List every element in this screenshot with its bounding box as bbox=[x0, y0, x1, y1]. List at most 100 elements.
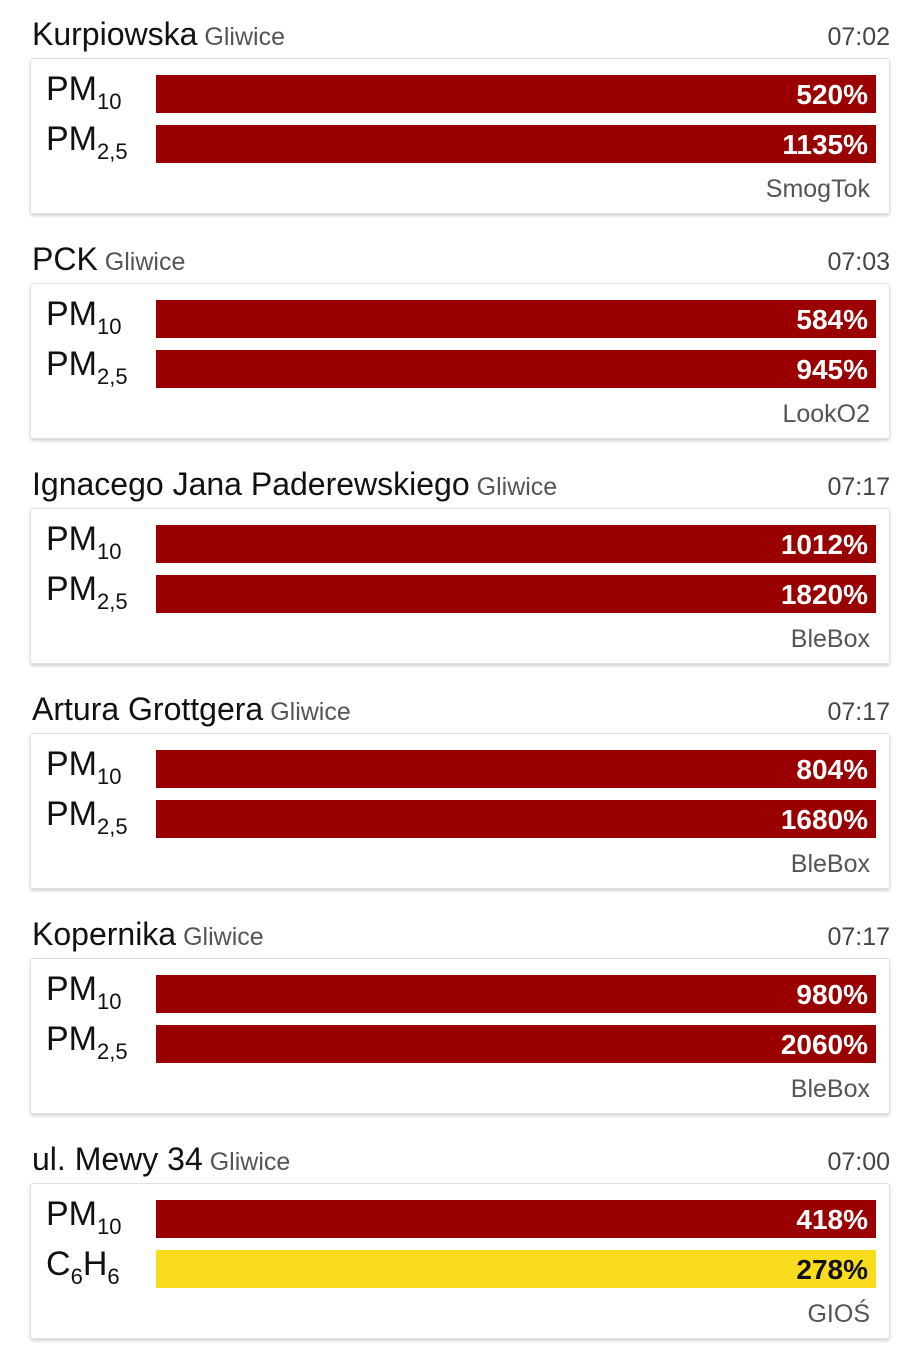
station-name-text: Kopernika bbox=[32, 916, 177, 952]
pollutant-subscript: 2,5 bbox=[97, 139, 128, 164]
station-card-kurpiowska[interactable]: Kurpiowska Gliwice 07:02 PM10 520% PM2,5 … bbox=[0, 0, 920, 225]
station-city: Gliwice bbox=[476, 473, 558, 501]
station-header: Artura Grottgera Gliwice 07:17 bbox=[32, 689, 890, 729]
reading-row: PM10 520% bbox=[31, 70, 889, 113]
reading-row: PM10 418% bbox=[31, 1195, 889, 1238]
pollutant-base: PM bbox=[46, 745, 97, 783]
station-city: Gliwice bbox=[104, 248, 186, 276]
pollutant-label: PM2,5 bbox=[46, 119, 128, 163]
pollutant-label: PM2,5 bbox=[46, 1019, 128, 1063]
station-time: 07:17 bbox=[827, 923, 890, 951]
data-source: BleBox bbox=[790, 1075, 870, 1103]
pollutant-subscript: 2,5 bbox=[97, 364, 128, 389]
pollutant-label: PM10 bbox=[46, 294, 121, 338]
reading-value: 584% bbox=[796, 304, 868, 335]
reading-value: 1012% bbox=[780, 529, 868, 560]
readings-card[interactable]: PM10 520% PM2,5 1135% SmogTok bbox=[30, 58, 890, 214]
reading-bar: 1680% bbox=[156, 800, 876, 838]
station-name-text: PCK bbox=[32, 241, 98, 277]
reading-value: 804% bbox=[796, 754, 868, 785]
station-name: ul. Mewy 34 Gliwice bbox=[32, 1139, 290, 1182]
station-card-pck[interactable]: PCK Gliwice 07:03 PM10 584% PM2,5 945% Lo… bbox=[0, 225, 920, 450]
pollutant-base: PM bbox=[46, 295, 97, 333]
pollutant-label: PM10 bbox=[46, 69, 121, 113]
pollutant-base: PM bbox=[46, 120, 97, 158]
readings-card[interactable]: PM10 804% PM2,5 1680% BleBox bbox=[30, 733, 890, 889]
reading-row: PM2,5 2060% bbox=[31, 1020, 889, 1063]
formula-subscript: 6 bbox=[70, 1264, 83, 1289]
pollutant-base: PM bbox=[46, 795, 97, 833]
data-source: SmogTok bbox=[765, 175, 870, 203]
station-city: Gliwice bbox=[204, 23, 285, 51]
reading-value: 278% bbox=[796, 1254, 868, 1285]
pollutant-base: PM bbox=[46, 570, 97, 608]
pollutant-subscript: 10 bbox=[97, 314, 122, 339]
pollutant-subscript: 2,5 bbox=[97, 1039, 128, 1064]
pollutant-base: PM bbox=[46, 1020, 97, 1058]
reading-bar: 1820% bbox=[156, 575, 876, 613]
pollutant-label: PM2,5 bbox=[46, 569, 128, 613]
reading-row: PM10 804% bbox=[31, 745, 889, 788]
station-header: ul. Mewy 34 Gliwice 07:00 bbox=[32, 1139, 890, 1179]
reading-row: PM2,5 1680% bbox=[31, 795, 889, 838]
station-header: Kopernika Gliwice 07:17 bbox=[32, 914, 890, 954]
pollutant-subscript: 10 bbox=[97, 539, 122, 564]
station-name: PCK Gliwice bbox=[32, 239, 185, 282]
pollutant-label: PM10 bbox=[46, 969, 121, 1013]
data-source: BleBox bbox=[790, 850, 870, 878]
reading-value: 1680% bbox=[780, 804, 868, 835]
station-card-kopernika[interactable]: Kopernika Gliwice 07:17 PM10 980% PM2,5 2… bbox=[0, 900, 920, 1125]
reading-bar: 980% bbox=[156, 975, 876, 1013]
station-name: Kurpiowska Gliwice bbox=[32, 14, 285, 57]
station-name-text: ul. Mewy 34 bbox=[32, 1141, 203, 1177]
station-card-paderewskiego[interactable]: Ignacego Jana Paderewskiego Gliwice 07:17… bbox=[0, 450, 920, 675]
readings-card[interactable]: PM10 584% PM2,5 945% LookO2 bbox=[30, 283, 890, 439]
formula-element: H bbox=[82, 1245, 108, 1283]
reading-row: PM2,5 1135% bbox=[31, 120, 889, 163]
pollutant-label: PM10 bbox=[46, 744, 121, 788]
pollutant-base: PM bbox=[46, 970, 97, 1008]
station-time: 07:17 bbox=[827, 698, 890, 726]
reading-value: 418% bbox=[796, 1204, 868, 1235]
reading-bar: 1012% bbox=[156, 525, 876, 563]
station-name: Artura Grottgera Gliwice bbox=[32, 689, 351, 732]
pollutant-subscript: 10 bbox=[97, 989, 122, 1014]
pollutant-label: PM2,5 bbox=[46, 344, 128, 388]
reading-value: 520% bbox=[796, 79, 868, 110]
readings-card[interactable]: PM10 418% C6H6 278% GIOŚ bbox=[30, 1183, 890, 1339]
pollutant-base: PM bbox=[46, 520, 97, 558]
data-source: GIOŚ bbox=[807, 1300, 870, 1328]
station-city: Gliwice bbox=[270, 698, 351, 726]
reading-bar: 278% bbox=[156, 1250, 876, 1288]
reading-bar: 2060% bbox=[156, 1025, 876, 1063]
station-header: Ignacego Jana Paderewskiego Gliwice 07:17 bbox=[32, 464, 890, 504]
reading-row: PM10 980% bbox=[31, 970, 889, 1013]
readings-card[interactable]: PM10 1012% PM2,5 1820% BleBox bbox=[30, 508, 890, 664]
reading-value: 2060% bbox=[780, 1029, 868, 1060]
reading-bar: 804% bbox=[156, 750, 876, 788]
station-name: Ignacego Jana Paderewskiego Gliwice bbox=[32, 464, 557, 507]
reading-row: C6H6 278% bbox=[31, 1245, 889, 1289]
station-card-grottgera[interactable]: Artura Grottgera Gliwice 07:17 PM10 804% … bbox=[0, 675, 920, 900]
station-time: 07:00 bbox=[827, 1148, 890, 1176]
pollutant-subscript: 2,5 bbox=[97, 589, 128, 614]
pollutant-label: PM10 bbox=[46, 1194, 121, 1238]
pollutant-base: PM bbox=[46, 345, 97, 383]
station-name: Kopernika Gliwice bbox=[32, 914, 264, 957]
reading-row: PM2,5 945% bbox=[31, 345, 889, 388]
pollutant-subscript: 10 bbox=[97, 764, 122, 789]
formula-element: C bbox=[46, 1245, 71, 1283]
pollutant-base: PM bbox=[46, 70, 97, 108]
formula-subscript: 6 bbox=[107, 1264, 120, 1289]
station-card-mewy[interactable]: ul. Mewy 34 Gliwice 07:00 PM10 418% C6H6 … bbox=[0, 1125, 920, 1350]
reading-value: 980% bbox=[796, 979, 868, 1010]
pollutant-base: PM bbox=[46, 1195, 97, 1233]
pollutant-subscript: 10 bbox=[97, 1214, 122, 1239]
readings-card[interactable]: PM10 980% PM2,5 2060% BleBox bbox=[30, 958, 890, 1114]
reading-bar: 418% bbox=[156, 1200, 876, 1238]
station-time: 07:02 bbox=[827, 23, 890, 51]
reading-value: 1135% bbox=[782, 129, 868, 160]
reading-bar: 945% bbox=[156, 350, 876, 388]
pollutant-label: PM10 bbox=[46, 519, 121, 563]
